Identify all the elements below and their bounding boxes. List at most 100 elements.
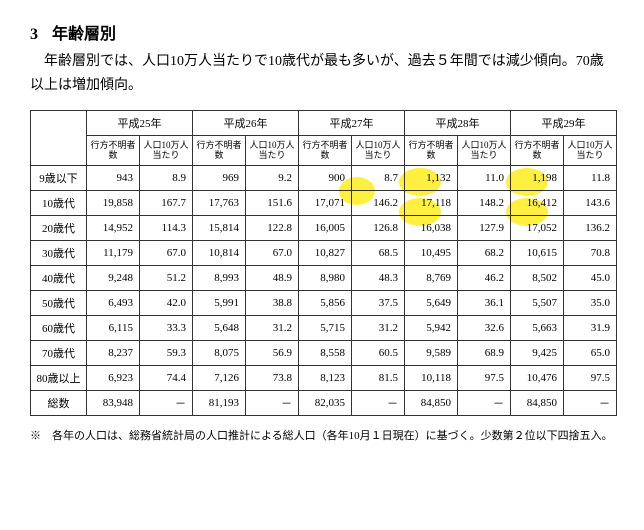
cell: 167.7 (140, 191, 193, 216)
year-header: 平成26年 (193, 110, 299, 135)
cell: 10,118 (405, 366, 458, 391)
cell: 17,071 (299, 191, 352, 216)
corner-cell (31, 110, 87, 166)
cell: 51.2 (140, 266, 193, 291)
year-header: 平成25年 (87, 110, 193, 135)
sub-header: 人口10万人当たり (352, 135, 405, 166)
cell: 16,038 (405, 216, 458, 241)
cell: 10,814 (193, 241, 246, 266)
cell: 8,502 (511, 266, 564, 291)
cell: 146.2 (352, 191, 405, 216)
cell: 16,412 (511, 191, 564, 216)
cell: 5,856 (299, 291, 352, 316)
cell: 97.5 (458, 366, 511, 391)
cell: 136.2 (564, 216, 617, 241)
cell: 74.4 (140, 366, 193, 391)
year-header: 平成28年 (405, 110, 511, 135)
cell: 42.0 (140, 291, 193, 316)
table-body: 9歳以下9438.99699.29008.71,13211.01,19811.8… (31, 166, 617, 416)
cell: 8.9 (140, 166, 193, 191)
cell: 46.2 (458, 266, 511, 291)
cell: － (246, 391, 299, 416)
cell: 17,763 (193, 191, 246, 216)
cell: 6,923 (87, 366, 140, 391)
cell: 10,615 (511, 241, 564, 266)
cell: 900 (299, 166, 352, 191)
cell: 8,769 (405, 266, 458, 291)
sub-header: 行方不明者数 (87, 135, 140, 166)
cell: 11,179 (87, 241, 140, 266)
cell: 127.9 (458, 216, 511, 241)
cell: 84,850 (511, 391, 564, 416)
table-row: 10歳代19,858167.717,763151.617,071146.217,… (31, 191, 617, 216)
row-label: 70歳代 (31, 341, 87, 366)
cell: 81,193 (193, 391, 246, 416)
cell: 81.5 (352, 366, 405, 391)
cell: 5,942 (405, 316, 458, 341)
cell: 83,948 (87, 391, 140, 416)
cell: 10,495 (405, 241, 458, 266)
cell: 6,115 (87, 316, 140, 341)
table-row: 20歳代14,952114.315,814122.816,005126.816,… (31, 216, 617, 241)
year-header: 平成29年 (511, 110, 617, 135)
cell: 73.8 (246, 366, 299, 391)
cell: 67.0 (140, 241, 193, 266)
section-body-text: 年齢層別では、人口10万人当たりで10歳代が最も多いが、過去５年間では減少傾向。… (30, 50, 614, 98)
section-number: 3 (30, 26, 38, 44)
cell: 65.0 (564, 341, 617, 366)
cell: 5,991 (193, 291, 246, 316)
sub-header: 人口10万人当たり (140, 135, 193, 166)
cell: 19,858 (87, 191, 140, 216)
cell: 5,507 (511, 291, 564, 316)
row-label: 総数 (31, 391, 87, 416)
cell: 122.8 (246, 216, 299, 241)
cell: 969 (193, 166, 246, 191)
cell: 59.3 (140, 341, 193, 366)
cell: 48.3 (352, 266, 405, 291)
cell: － (140, 391, 193, 416)
cell: 31.2 (352, 316, 405, 341)
cell: 56.9 (246, 341, 299, 366)
cell: 38.8 (246, 291, 299, 316)
cell: 60.5 (352, 341, 405, 366)
cell: 68.9 (458, 341, 511, 366)
table-row: 行方不明者数人口10万人当たり行方不明者数人口10万人当たり行方不明者数人口10… (31, 135, 617, 166)
cell: 11.0 (458, 166, 511, 191)
cell: 31.2 (246, 316, 299, 341)
cell: 1,132 (405, 166, 458, 191)
cell: 8,123 (299, 366, 352, 391)
cell: 9,248 (87, 266, 140, 291)
cell: 82,035 (299, 391, 352, 416)
row-label: 20歳代 (31, 216, 87, 241)
cell: 68.5 (352, 241, 405, 266)
sub-header: 行方不明者数 (299, 135, 352, 166)
cell: 151.6 (246, 191, 299, 216)
cell: － (564, 391, 617, 416)
cell: 8,558 (299, 341, 352, 366)
cell: 5,649 (405, 291, 458, 316)
row-label: 50歳代 (31, 291, 87, 316)
cell: － (458, 391, 511, 416)
section-title: 年齢層別 (52, 26, 116, 43)
table-wrapper: 平成25年 平成26年 平成27年 平成28年 平成29年 行方不明者数人口10… (30, 110, 614, 417)
cell: 143.6 (564, 191, 617, 216)
table-row: 30歳代11,17967.010,81467.010,82768.510,495… (31, 241, 617, 266)
cell: 9,425 (511, 341, 564, 366)
cell: 36.1 (458, 291, 511, 316)
cell: 10,827 (299, 241, 352, 266)
cell: 37.5 (352, 291, 405, 316)
cell: 14,952 (87, 216, 140, 241)
table-head: 平成25年 平成26年 平成27年 平成28年 平成29年 行方不明者数人口10… (31, 110, 617, 166)
cell: 943 (87, 166, 140, 191)
row-label: 40歳代 (31, 266, 87, 291)
sub-header: 行方不明者数 (405, 135, 458, 166)
cell: 6,493 (87, 291, 140, 316)
cell: 5,715 (299, 316, 352, 341)
cell: 11.8 (564, 166, 617, 191)
cell: 68.2 (458, 241, 511, 266)
cell: 48.9 (246, 266, 299, 291)
cell: － (352, 391, 405, 416)
cell: 5,663 (511, 316, 564, 341)
sub-header: 人口10万人当たり (458, 135, 511, 166)
cell: 33.3 (140, 316, 193, 341)
